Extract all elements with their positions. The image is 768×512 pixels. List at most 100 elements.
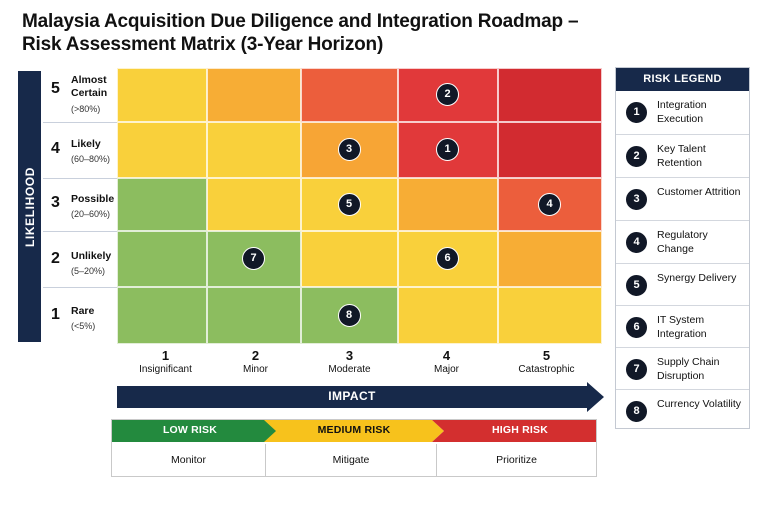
legend-item-label: Supply Chain Disruption bbox=[657, 356, 720, 382]
matrix-cell bbox=[117, 68, 207, 122]
likelihood-row-1: 1 Rare (<5%) bbox=[43, 287, 118, 344]
impact-axis-text: IMPACT bbox=[328, 389, 376, 403]
risk-marker-badge: 2 bbox=[436, 83, 459, 106]
likelihood-num: 5 bbox=[51, 80, 60, 97]
legend-item: 6 IT System Integration bbox=[616, 305, 749, 348]
chevron-banner-icon bbox=[264, 420, 444, 442]
matrix-cell bbox=[398, 178, 498, 231]
legend-item: 8 Currency Volatility bbox=[616, 389, 749, 432]
chevron-banner-icon bbox=[112, 420, 280, 442]
likelihood-range: (60–80%) bbox=[71, 154, 111, 164]
legend-item-label: Regulatory Change bbox=[657, 229, 708, 255]
legend-item: 1 Integration Execution bbox=[616, 91, 749, 133]
likelihood-row-2: 2 Unlikely (5–20%) bbox=[43, 231, 118, 288]
likelihood-num: 3 bbox=[51, 194, 60, 211]
legend-item-label: Customer Attrition bbox=[657, 186, 741, 198]
likelihood-num: 4 bbox=[51, 140, 60, 157]
tier-label: LOW RISK bbox=[162, 424, 218, 436]
matrix-cell bbox=[398, 287, 498, 344]
likelihood-axis-text: LIKELIHOOD bbox=[22, 166, 37, 247]
legend-item-label: Synergy Delivery bbox=[657, 272, 737, 284]
legend-item: 7 Supply Chain Disruption bbox=[616, 347, 749, 390]
impact-name: Catastrophic bbox=[518, 364, 575, 375]
tier-action-low: Monitor bbox=[170, 454, 206, 466]
likelihood-range: (>80%) bbox=[71, 104, 101, 114]
title-line-2: Risk Assessment Matrix (3-Year Horizon) bbox=[22, 34, 384, 55]
risk-number-badge: 8 bbox=[625, 400, 648, 423]
matrix-cell bbox=[301, 287, 398, 344]
impact-col-1: 1 Insignificant bbox=[117, 348, 214, 376]
page-title: Malaysia Acquisition Due Diligence and I… bbox=[22, 10, 752, 56]
tier-action-medium: Mitigate bbox=[332, 454, 370, 466]
matrix-cell bbox=[207, 122, 301, 178]
risk-marker-badge: 4 bbox=[538, 192, 561, 216]
impact-name: Major bbox=[433, 364, 459, 375]
legend-item: 5 Synergy Delivery bbox=[616, 263, 749, 306]
likelihood-range: (5–20%) bbox=[71, 266, 106, 276]
legend-item-label: Currency Volatility bbox=[657, 398, 742, 410]
likelihood-row-4: 4 Likely (60–80%) bbox=[43, 122, 118, 179]
risk-marker-badge: 7 bbox=[242, 247, 265, 270]
likelihood-name: Likely bbox=[71, 138, 101, 150]
tier-low: LOW RISK bbox=[112, 420, 280, 442]
matrix-cell bbox=[207, 68, 301, 122]
likelihood-range: (<5%) bbox=[71, 321, 96, 331]
risk-number-badge: 2 bbox=[625, 145, 648, 168]
risk-number-badge: 3 bbox=[625, 188, 648, 211]
legend-item: 4 Regulatory Change bbox=[616, 220, 749, 263]
matrix-cell bbox=[498, 287, 602, 344]
likelihood-name: Rare bbox=[71, 305, 95, 317]
likelihood-name: Unlikely bbox=[71, 250, 112, 262]
impact-num: 1 bbox=[161, 348, 170, 363]
legend-item: 2 Key Talent Retention bbox=[616, 134, 749, 177]
tier-action-high: Prioritize bbox=[496, 454, 537, 466]
risk-number-badge: 4 bbox=[625, 231, 648, 254]
risk-marker-badge: 3 bbox=[337, 138, 361, 161]
legend-item-label: Key Talent Retention bbox=[657, 143, 706, 169]
title-line-1: Malaysia Acquisition Due Diligence and I… bbox=[22, 11, 579, 32]
matrix-cell bbox=[207, 178, 301, 231]
tier-label: HIGH RISK bbox=[491, 424, 549, 436]
legend-item-label: Integration Execution bbox=[657, 99, 707, 125]
likelihood-name: Almost Certain bbox=[71, 74, 108, 99]
likelihood-range: (20–60%) bbox=[71, 209, 111, 219]
matrix-cell bbox=[498, 231, 602, 287]
divider bbox=[265, 444, 266, 476]
impact-num: 2 bbox=[251, 348, 260, 363]
likelihood-row-3: 3 Possible (20–60%) bbox=[43, 178, 118, 232]
matrix-cell bbox=[301, 231, 398, 287]
likelihood-row-5: 5 Almost Certain (>80%) bbox=[43, 68, 118, 122]
impact-num: 4 bbox=[442, 348, 451, 363]
legend-item-label: IT System Integration bbox=[657, 314, 707, 340]
matrix-cell bbox=[207, 287, 301, 344]
likelihood-num: 2 bbox=[51, 250, 60, 267]
divider bbox=[436, 444, 437, 476]
banner-icon bbox=[432, 420, 596, 442]
risk-legend-panel: RISK LEGEND 1 Integration Execution 2 Ke… bbox=[615, 67, 750, 429]
impact-col-5: 5 Catastrophic bbox=[498, 348, 595, 376]
risk-legend-title: RISK LEGEND bbox=[616, 68, 749, 91]
risk-tier-legend: LOW RISK MEDIUM RISK HIGH RISK Monitor M… bbox=[111, 419, 597, 477]
risk-marker-badge: 6 bbox=[436, 247, 459, 270]
risk-number-badge: 5 bbox=[625, 274, 648, 297]
impact-name: Insignificant bbox=[139, 364, 192, 375]
impact-num: 5 bbox=[542, 348, 551, 363]
risk-marker-badge: 5 bbox=[337, 192, 361, 216]
arrow-right-icon bbox=[117, 382, 604, 412]
tier-medium: MEDIUM RISK bbox=[264, 420, 444, 442]
impact-name: Minor bbox=[242, 364, 268, 375]
risk-number-badge: 1 bbox=[625, 101, 648, 124]
impact-num: 3 bbox=[345, 348, 354, 363]
risk-marker-badge: 8 bbox=[337, 303, 361, 327]
legend-item: 3 Customer Attrition bbox=[616, 177, 749, 220]
risk-number-badge: 7 bbox=[625, 358, 648, 381]
matrix-cell bbox=[301, 68, 398, 122]
matrix-cell bbox=[117, 178, 207, 231]
matrix-cell bbox=[117, 122, 207, 178]
impact-col-4: 4 Major bbox=[398, 348, 495, 376]
likelihood-axis-label: LIKELIHOOD bbox=[18, 71, 41, 342]
matrix-cell bbox=[117, 287, 207, 344]
likelihood-name: Possible bbox=[71, 193, 115, 205]
impact-col-3: 3 Moderate bbox=[301, 348, 398, 376]
tier-high: HIGH RISK bbox=[432, 420, 596, 442]
